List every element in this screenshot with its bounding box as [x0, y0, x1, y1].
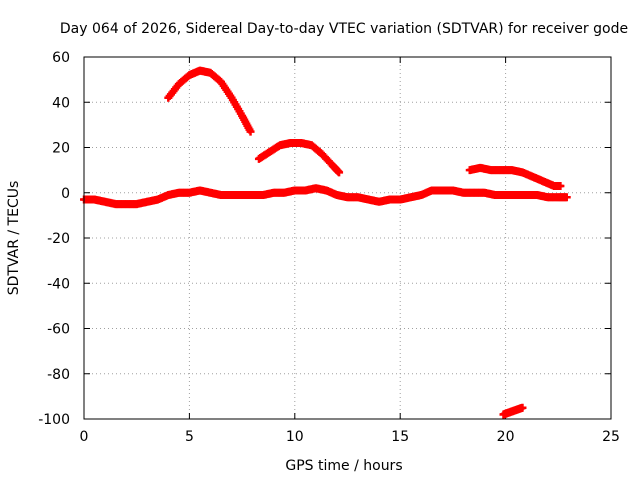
x-tick-label: 20 — [497, 429, 515, 445]
series-arc1 — [164, 66, 255, 136]
y-tick-label: 40 — [52, 95, 70, 111]
data-point — [518, 403, 527, 412]
series-drop — [499, 403, 527, 419]
chart-title: Day 064 of 2026, Sidereal Day-to-day VTE… — [60, 21, 628, 37]
series-main — [80, 184, 571, 209]
y-tick-label: -80 — [47, 367, 70, 383]
x-tick-label: 5 — [185, 429, 194, 445]
y-tick-label: -20 — [47, 231, 70, 247]
x-tick-label: 15 — [391, 429, 409, 445]
data-points — [80, 66, 571, 419]
x-tick-label: 25 — [602, 429, 620, 445]
y-tick-label: 0 — [61, 186, 70, 202]
series-arc3 — [465, 163, 565, 190]
data-point — [335, 168, 344, 177]
y-tick-label: -60 — [47, 322, 70, 338]
y-tick-label: 60 — [52, 50, 70, 66]
y-axis-title: SDTVAR / TECUs — [6, 181, 22, 296]
y-tick-label: -40 — [47, 276, 70, 292]
grid-lines — [84, 57, 611, 419]
x-tick-label: 0 — [80, 429, 89, 445]
y-tick-label: -100 — [38, 412, 70, 428]
data-point — [562, 193, 571, 202]
plot-frame — [83, 56, 612, 420]
series-arc2 — [254, 138, 344, 177]
data-point — [246, 127, 255, 136]
x-tick-label: 10 — [286, 429, 304, 445]
data-point — [556, 181, 565, 190]
axis-ticks: 0 5 10 15 20 25 -100 -80 -60 -40 -20 0 20 40 60 — [38, 50, 620, 445]
x-axis-title: GPS time / hours — [285, 458, 402, 474]
y-tick-label: 20 — [52, 141, 70, 157]
